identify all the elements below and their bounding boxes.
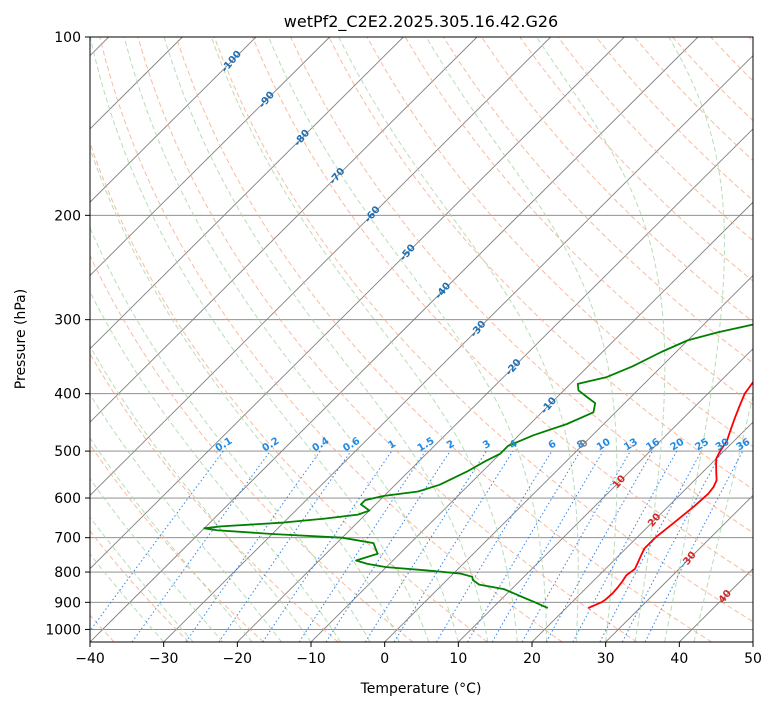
y-axis-title: Pressure (hPa)	[13, 289, 29, 389]
isobar-grid	[90, 37, 753, 630]
mixing-ratio-line	[435, 450, 553, 642]
moist-adiabat-line	[90, 393, 282, 642]
x-axis-ticks: −40 −30 −20 −10 0 10 20 30 40 50	[75, 642, 762, 667]
y-tick-label: 100	[54, 30, 81, 46]
x-tick-label: 50	[744, 651, 762, 667]
y-tick-label: 300	[54, 313, 81, 329]
mixing-ratio-label: 4	[508, 438, 520, 451]
y-tick-label: 500	[54, 444, 81, 460]
moist-adiabat-line	[338, 37, 579, 642]
moist-adiabat-line	[90, 147, 400, 642]
x-tick-label: 20	[523, 651, 541, 667]
plot-frame	[89, 36, 754, 643]
y-tick-label: 800	[54, 565, 81, 581]
isotherm-line	[531, 421, 753, 642]
isotherm-line	[90, 37, 330, 277]
mixing-ratio-line	[218, 450, 352, 642]
isotherm-line	[90, 37, 551, 497]
x-axis-title: Temperature (°C)	[360, 681, 482, 697]
mixing-ratio-line	[325, 450, 451, 642]
moist-adiabat-line	[90, 37, 430, 642]
mixing-ratio-line	[364, 450, 487, 642]
y-tick-label: 1000	[45, 622, 81, 638]
y-tick-label: 900	[54, 595, 81, 611]
x-tick-label: −30	[149, 651, 179, 667]
y-tick-label: 400	[54, 387, 81, 403]
mixing-ratio-label: 6	[547, 438, 559, 451]
isotherm-line	[458, 348, 753, 642]
dry-adiabats	[90, 37, 753, 642]
dry-adiabat-line	[175, 37, 712, 642]
isotherm-line	[90, 37, 625, 570]
dry-adiabat-line	[99, 37, 563, 642]
dry-adiabat-line	[90, 443, 264, 642]
dry-adiabat-line	[137, 37, 638, 642]
dry-adiabat-line	[90, 352, 339, 642]
moist-adiabat-line	[693, 393, 753, 642]
plot-area	[90, 37, 753, 642]
mixing-ratio-line	[545, 450, 653, 642]
x-tick-label: 0	[380, 651, 389, 667]
dry-adiabat-line	[90, 141, 488, 642]
moist-adiabat-line	[210, 37, 518, 642]
x-tick-label: 10	[449, 651, 467, 667]
dry-adiabat-line	[404, 37, 753, 406]
moist-adiabat-line	[425, 37, 618, 642]
isotherm-line	[310, 201, 753, 642]
dry-adiabat-line	[213, 37, 753, 623]
isotherm-grid	[90, 37, 753, 642]
x-tick-label: −40	[75, 651, 105, 667]
mixing-ratio-line	[599, 450, 702, 642]
moist-adiabat-line	[90, 477, 223, 642]
isotherm-line	[90, 37, 478, 423]
dry-adiabat-line	[481, 37, 753, 323]
x-tick-label: −10	[296, 651, 326, 667]
temperature-profile-line	[587, 380, 753, 609]
mixing-ratio-line	[131, 450, 271, 642]
chart-title: wetPf2_C2E2.2025.305.16.42.G26	[284, 12, 558, 32]
sounding-series	[203, 323, 753, 609]
mixing-ratio-line	[572, 450, 678, 642]
mixing-ratio-line	[644, 450, 744, 642]
isotherm-line	[163, 54, 753, 642]
y-tick-label: 700	[54, 531, 81, 547]
y-tick-label: 600	[54, 491, 81, 507]
moist-adiabat-line	[90, 437, 253, 642]
isotherm-line	[237, 128, 753, 642]
moist-adiabat-line	[123, 37, 459, 642]
mixing-ratio-line	[262, 450, 393, 642]
isotherm-line	[90, 37, 699, 642]
y-axis-ticks: 100 200 300 400 500 600 700 800 900 1000	[45, 30, 90, 638]
moist-adiabat-line	[163, 37, 489, 642]
mixing-ratio-line	[185, 450, 321, 642]
isotherm-line	[90, 37, 257, 203]
moist-adiabat-line	[90, 226, 371, 642]
dry-adiabat-line	[90, 254, 414, 642]
dry-adiabat-line	[328, 37, 753, 490]
x-tick-label: 40	[670, 651, 688, 667]
mixing-ratio-line	[521, 450, 631, 642]
mixing-ratio-label: 8	[575, 438, 587, 451]
isotherm-line	[605, 494, 753, 642]
x-tick-label: −20	[223, 651, 253, 667]
mixing-ratio-label: 2	[445, 438, 457, 451]
dry-adiabat-line	[90, 530, 190, 642]
mixing-ratio-label: 3	[481, 438, 493, 451]
mixing-ratio-label: 1	[386, 438, 398, 451]
dry-adiabat-line	[252, 37, 753, 578]
dewpoint-profile-line	[203, 323, 753, 609]
y-tick-label: 200	[54, 208, 81, 224]
moist-adiabat-line	[664, 37, 725, 642]
mixing-ratio-line	[90, 450, 224, 632]
moist-adiabat-line	[90, 290, 341, 642]
moist-adiabat-line	[90, 345, 312, 642]
x-tick-label: 30	[597, 651, 615, 667]
